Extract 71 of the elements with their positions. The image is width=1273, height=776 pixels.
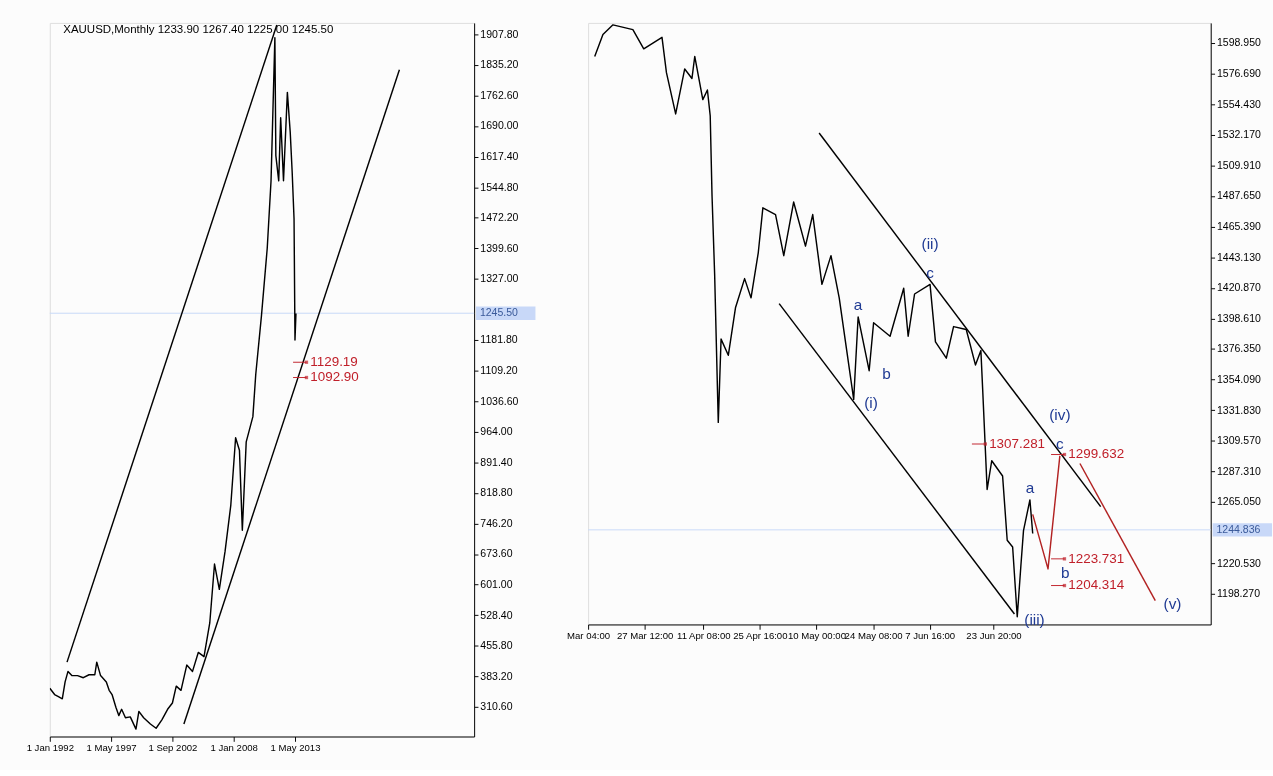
y-tick-label: 1265.050 — [1216, 495, 1261, 508]
y-tick-label: 1598.950 — [1216, 36, 1261, 49]
y-tick-label: 1420.870 — [1216, 281, 1261, 294]
annotation: (ii) — [921, 234, 939, 252]
y-tick-label: 1398.610 — [1216, 311, 1261, 324]
y-tick-label: 673.60 — [480, 547, 513, 560]
y-tick-label: 1036.60 — [480, 394, 519, 407]
y-tick-label: 1354.090 — [1216, 373, 1261, 386]
y-tick-label: 1509.910 — [1216, 158, 1261, 171]
y-tick-label: 1327.00 — [480, 272, 519, 285]
ref-line-label: 1244.836 — [1216, 522, 1261, 535]
x-tick-label: 10 May 00:00 — [788, 630, 846, 642]
y-tick-label: 1532.170 — [1216, 128, 1261, 141]
data-label: 1204.314 — [1068, 577, 1125, 593]
y-tick-label: 1465.390 — [1216, 220, 1261, 233]
y-tick-label: 818.80 — [480, 486, 513, 499]
y-tick-label: 746.20 — [480, 516, 513, 529]
data-label: 1129.19 — [310, 354, 358, 370]
y-tick-label: 1907.80 — [480, 27, 519, 40]
x-tick-label: 7 Jun 16:00 — [905, 630, 956, 642]
y-tick-label: 1220.530 — [1216, 556, 1261, 569]
y-tick-label: 1443.130 — [1216, 250, 1261, 263]
y-tick-label: 1181.80 — [480, 333, 518, 346]
annotation: c — [1056, 435, 1065, 453]
annotation: (iv) — [1049, 406, 1071, 424]
x-tick-label: 23 Jun 20:00 — [966, 630, 1022, 642]
x-tick-label: 11 Apr 08:00 — [677, 630, 731, 642]
y-tick-label: 1762.60 — [480, 88, 519, 101]
y-tick-label: 1376.350 — [1216, 342, 1261, 355]
y-tick-label: 1617.40 — [480, 150, 519, 163]
y-tick-label: 891.40 — [480, 455, 513, 468]
y-tick-label: 383.20 — [480, 669, 513, 682]
x-tick-label: 25 Apr 16:00 — [733, 630, 788, 642]
y-tick-label: 1835.20 — [480, 58, 519, 71]
y-tick-label: 1472.20 — [480, 211, 519, 224]
data-label: 1223.731 — [1068, 550, 1125, 566]
y-tick-label: 1690.00 — [480, 119, 519, 132]
annotation: a — [1025, 479, 1035, 497]
x-tick-label: 1 Sep 2002 — [148, 742, 198, 754]
data-label: 1307.281 — [989, 435, 1046, 451]
y-tick-label: 964.00 — [480, 425, 513, 438]
y-tick-label: 310.60 — [480, 700, 513, 713]
x-tick-label: 1 Jan 2008 — [210, 742, 258, 754]
y-tick-label: 601.00 — [480, 578, 513, 590]
x-tick-label: 1 May 2013 — [270, 742, 321, 754]
y-tick-label: 1399.60 — [480, 241, 519, 254]
ref-line-label: 1245.50 — [479, 306, 519, 319]
y-tick-label: 1198.270 — [1216, 587, 1261, 600]
annotation: b — [1060, 563, 1070, 581]
x-tick-label: 1 May 1997 — [86, 742, 137, 754]
y-tick-label: 1576.690 — [1216, 67, 1261, 80]
x-tick-label: 1 Jan 1992 — [26, 742, 74, 754]
annotation: (i) — [864, 394, 878, 412]
x-tick-label: Mar 04:00 — [567, 630, 611, 642]
x-tick-label: 24 May 08:00 — [844, 630, 903, 642]
y-tick-label: 1554.430 — [1216, 97, 1261, 110]
data-label: 1299.632 — [1068, 446, 1125, 462]
y-tick-label: 1287.310 — [1216, 464, 1261, 477]
y-tick-label: 1309.570 — [1216, 434, 1261, 447]
y-tick-label: 528.40 — [480, 608, 513, 621]
y-tick-label: 1109.20 — [480, 364, 518, 377]
annotation: b — [882, 365, 891, 383]
y-tick-label: 1544.80 — [480, 180, 519, 193]
y-tick-label: 1331.830 — [1216, 403, 1261, 416]
data-label: 1092.90 — [310, 369, 359, 385]
annotation: a — [853, 296, 863, 314]
x-tick-label: 27 Mar 12:00 — [617, 630, 674, 642]
y-tick-label: 1487.650 — [1216, 189, 1261, 202]
annotation: (v) — [1163, 595, 1182, 613]
y-tick-label: 455.80 — [480, 639, 513, 652]
annotation: c — [926, 263, 935, 281]
